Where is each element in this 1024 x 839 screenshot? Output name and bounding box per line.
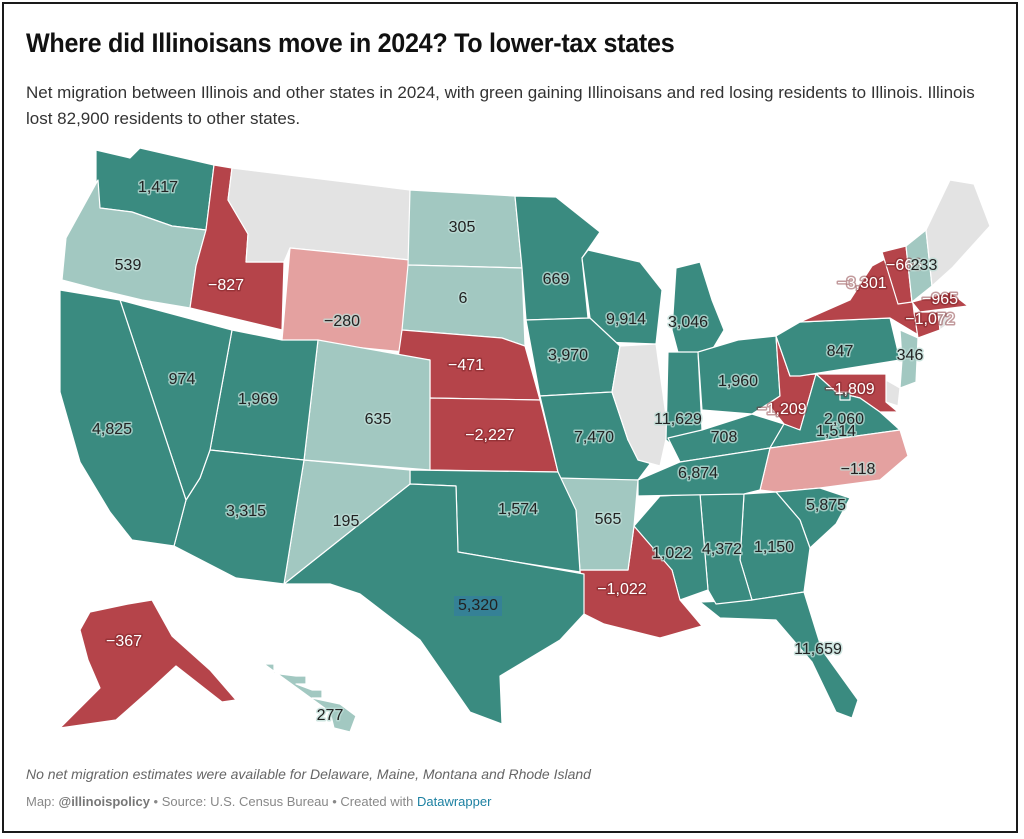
state-label-ne: −471 — [448, 357, 484, 374]
credit-author[interactable]: @illinoispolicy — [58, 794, 150, 809]
state-label-ky: 708 — [711, 429, 738, 446]
state-label-nm: 195 — [333, 513, 360, 530]
state-label-ks: −2,227 — [465, 427, 514, 444]
state-label-nc: −118 — [841, 461, 876, 478]
state-mt[interactable] — [227, 167, 411, 263]
state-label-oh: 1,960 — [718, 373, 758, 390]
state-label-tx: 5,320 — [458, 597, 498, 614]
state-label-ny: −3,301 — [837, 275, 886, 292]
state-label-mi: 3,046 — [668, 314, 708, 331]
state-label-ms: 1,022 — [652, 545, 692, 562]
state-fl[interactable] — [699, 591, 859, 719]
state-label-mo: 7,470 — [574, 429, 614, 446]
state-label-ia: 3,970 — [548, 347, 588, 364]
state-label-sd: 6 — [459, 290, 468, 307]
state-label-ok: 1,574 — [498, 501, 538, 518]
state-label-nv: 974 — [169, 371, 196, 388]
state-mn[interactable] — [514, 195, 601, 321]
state-label-wi: 9,914 — [606, 311, 646, 328]
chart-subtitle: Net migration between Illinois and other… — [26, 83, 975, 128]
state-tn[interactable] — [637, 447, 771, 497]
state-va[interactable] — [769, 373, 901, 449]
state-me[interactable] — [925, 179, 991, 287]
state-label-az: 3,315 — [226, 503, 266, 520]
state-label-ga: 1,150 — [754, 539, 794, 556]
state-label-al: 4,372 — [702, 541, 742, 558]
state-label-ut: 1,969 — [238, 391, 278, 408]
state-label-vt: −666 — [886, 257, 922, 274]
state-label-pa: 847 — [827, 343, 854, 360]
state-ri[interactable] — [937, 311, 949, 331]
state-wy[interactable] — [281, 247, 411, 353]
state-label-wy: −280 — [324, 313, 360, 330]
state-mi[interactable] — [671, 261, 725, 361]
state-label-la: −1,022 — [597, 581, 646, 598]
state-label-va: 1,514 — [816, 423, 856, 440]
state-label-sc: 5,875 — [806, 497, 846, 514]
state-label-ar: 565 — [595, 511, 622, 528]
state-label-ct: −1,072 — [905, 311, 954, 328]
state-label-or: 539 — [115, 257, 142, 274]
state-co[interactable] — [303, 339, 431, 471]
state-label-co: 635 — [365, 411, 392, 428]
state-ak[interactable] — [59, 599, 237, 729]
state-ma[interactable] — [911, 291, 969, 313]
state-dc[interactable] — [839, 391, 851, 401]
state-ca[interactable] — [59, 289, 187, 547]
state-label-id: −827 — [208, 277, 244, 294]
state-label-nd: 305 — [449, 219, 476, 236]
label-highlight — [454, 596, 502, 616]
state-label-wa: 1,417 — [138, 179, 178, 196]
state-label-md: −1,809 — [825, 381, 874, 398]
state-label-nj: 346 — [897, 347, 924, 364]
state-hi[interactable] — [263, 663, 357, 733]
state-il[interactable] — [611, 343, 669, 467]
credits: Map: @illinoispolicy • Source: U.S. Cens… — [26, 794, 491, 809]
state-label-dc: 2,060 — [824, 411, 864, 428]
state-tx[interactable] — [283, 483, 585, 725]
footnote: No net migration estimates were availabl… — [26, 766, 591, 782]
state-de[interactable] — [885, 379, 901, 407]
state-label-in: 11,629 — [654, 411, 702, 428]
credit-source: • Source: U.S. Census Bureau • Created w… — [149, 794, 417, 809]
state-nj[interactable] — [899, 329, 919, 389]
state-label-wv: −1,209 — [757, 401, 806, 418]
datawrapper-link[interactable]: Datawrapper — [417, 794, 492, 809]
credit-map-prefix: Map: — [26, 794, 59, 809]
state-label-fl: 11,659 — [794, 641, 842, 658]
state-label-tn: 6,874 — [678, 465, 718, 482]
state-label-nh: 233 — [911, 257, 938, 274]
state-label-mn: 669 — [543, 271, 570, 288]
state-label-hi: 277 — [317, 707, 344, 724]
state-wi[interactable] — [581, 249, 663, 345]
state-nc[interactable] — [759, 429, 909, 493]
state-label-ak: −367 — [106, 633, 142, 650]
state-label-ma: −965 — [922, 291, 958, 308]
chart-title: Where did Illinoisans move in 2024? To l… — [26, 28, 675, 58]
state-label-ca: 4,825 — [92, 421, 132, 438]
